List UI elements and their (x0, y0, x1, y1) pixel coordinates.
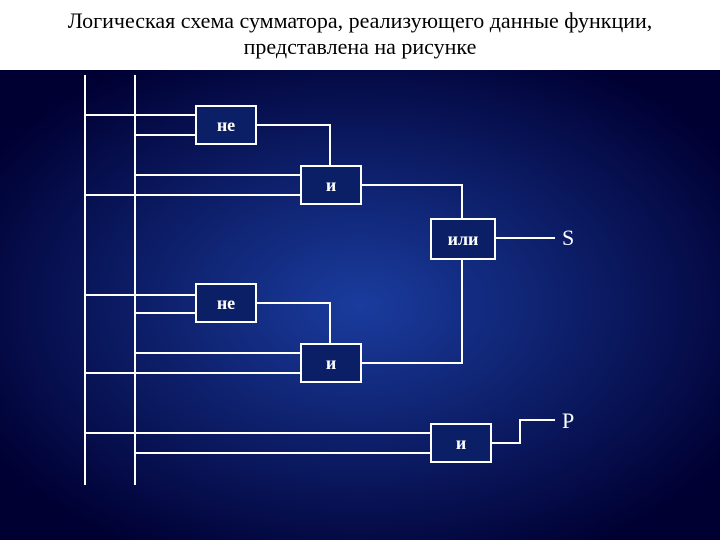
output-S: S (562, 225, 574, 251)
output-P: P (562, 408, 574, 434)
gate-label: и (326, 353, 336, 374)
gate-label: и (326, 175, 336, 196)
gate-i1: и (300, 165, 362, 205)
wire-w-ne2-i2 (257, 303, 330, 343)
wire-w-i2-ili (362, 260, 462, 363)
gate-ne2: не (195, 283, 257, 323)
wire-w-ne1-i1 (257, 125, 330, 165)
gate-i3: и (430, 423, 492, 463)
wire-w-i1-ili (362, 185, 462, 218)
gate-i2: и (300, 343, 362, 383)
gate-label: или (448, 229, 479, 250)
gate-label: не (217, 115, 235, 136)
gate-ili: или (430, 218, 496, 260)
wire-w-i3-P (492, 420, 555, 443)
gate-ne1: не (195, 105, 257, 145)
logic-diagram (0, 0, 720, 540)
gate-label: и (456, 433, 466, 454)
gate-label: не (217, 293, 235, 314)
